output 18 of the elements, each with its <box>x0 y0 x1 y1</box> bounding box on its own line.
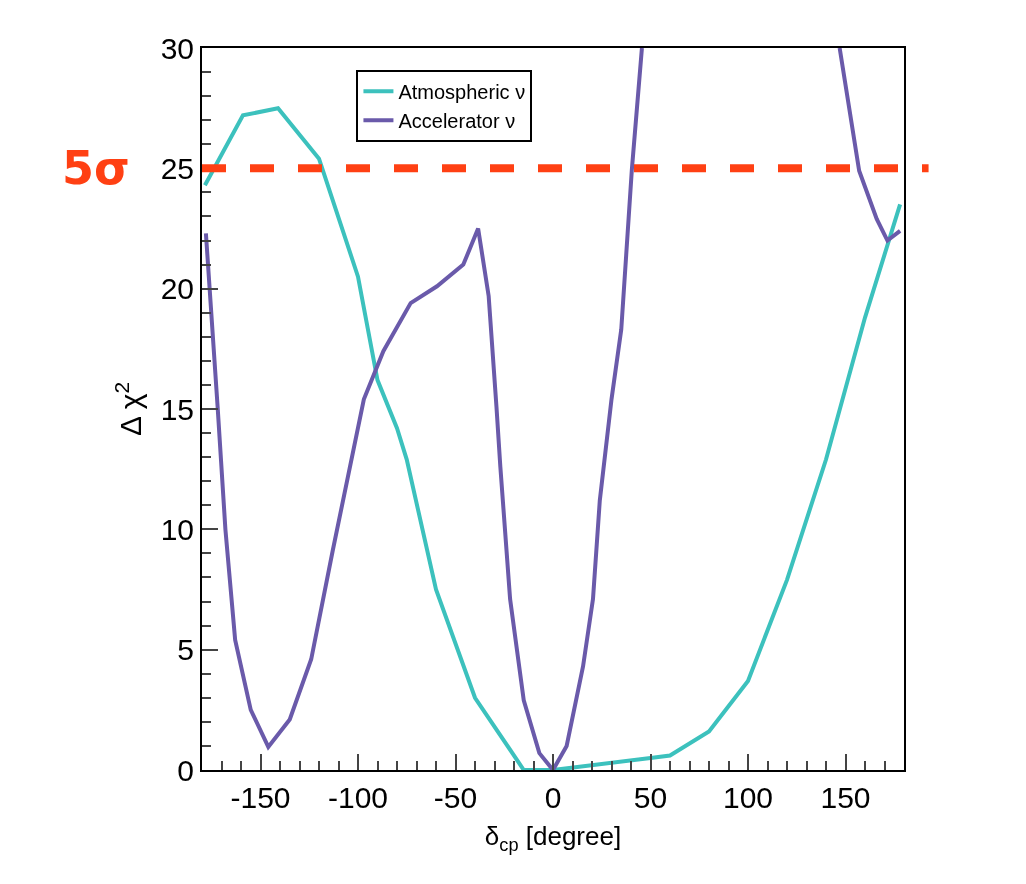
x-tick-label: 0 <box>544 781 562 814</box>
y-tick-label: 20 <box>160 272 194 306</box>
x-tick-label: 50 <box>633 781 668 814</box>
x-tick-label: 100 <box>722 781 774 814</box>
legend-label: Atmospheric ν <box>398 80 526 103</box>
ref-line-label: 5σ <box>62 141 130 195</box>
x-tick-label: 150 <box>820 781 871 814</box>
y-tick-label: 30 <box>160 31 194 65</box>
y-tick-label: 15 <box>160 392 194 426</box>
x-tick-label: -150 <box>230 781 291 814</box>
x-axis-title: δ$_{cp}$ [degree] <box>484 821 622 855</box>
legend-label: Accelerator ν <box>398 109 516 132</box>
y-tick-label: 0 <box>177 753 194 787</box>
x-tick-label: -100 <box>327 781 389 814</box>
y-tick-label: 25 <box>160 151 194 185</box>
y-tick-label: 10 <box>160 512 194 546</box>
y-tick-label: 5 <box>177 633 194 667</box>
x-tick-label: -50 <box>433 781 478 814</box>
